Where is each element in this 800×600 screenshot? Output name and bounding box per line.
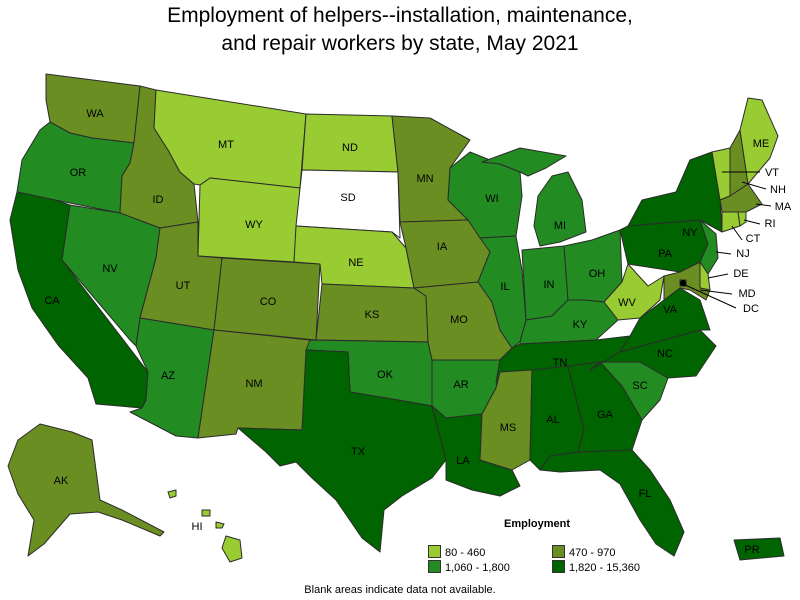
state-label-IA: IA bbox=[437, 241, 448, 253]
leader-line-MA bbox=[755, 203, 772, 207]
state-label-KY: KY bbox=[573, 319, 588, 331]
state-LA[interactable] bbox=[431, 405, 521, 497]
state-label-NV: NV bbox=[102, 263, 118, 275]
footnote: Blank areas indicate data not available. bbox=[304, 584, 496, 596]
state-NY[interactable] bbox=[627, 151, 723, 233]
state-label-CO: CO bbox=[260, 296, 277, 308]
leader-line-NH bbox=[741, 181, 767, 190]
state-FL[interactable] bbox=[539, 449, 685, 557]
state-label-VA: VA bbox=[663, 304, 678, 316]
state-MI[interactable] bbox=[481, 147, 587, 247]
map-title-line2: and repair workers by state, May 2021 bbox=[221, 32, 579, 55]
state-label-WV: WV bbox=[618, 297, 636, 309]
state-PR[interactable] bbox=[733, 537, 785, 561]
leader-line-DE bbox=[707, 273, 729, 279]
state-label-WI: WI bbox=[485, 193, 498, 205]
legend-swatch-4 bbox=[552, 560, 565, 573]
state-labels: WA OR CA ID NV MT WY UT AZ CO NM ND SD NE KS OK TX MN IA MO… bbox=[44, 108, 792, 556]
state-label-RI: RI bbox=[765, 218, 776, 230]
leader-line-CT bbox=[731, 225, 743, 241]
state-label-CT: CT bbox=[746, 233, 761, 245]
state-label-LA: LA bbox=[456, 455, 470, 467]
state-RI[interactable] bbox=[737, 211, 747, 227]
state-label-NJ: NJ bbox=[736, 248, 749, 260]
state-WV[interactable] bbox=[603, 263, 665, 321]
state-TX[interactable] bbox=[237, 349, 447, 553]
state-label-AL: AL bbox=[546, 414, 559, 426]
state-label-UT: UT bbox=[176, 280, 191, 292]
state-label-MD: MD bbox=[738, 288, 755, 300]
state-CT[interactable] bbox=[721, 211, 741, 233]
state-VA[interactable] bbox=[619, 287, 711, 353]
state-label-CA: CA bbox=[44, 295, 60, 307]
state-label-KS: KS bbox=[365, 309, 380, 321]
state-label-TN: TN bbox=[553, 357, 568, 369]
state-label-TX: TX bbox=[351, 446, 366, 458]
state-label-DC: DC bbox=[743, 303, 759, 315]
map-title-line1: Employment of helpers--installation, mai… bbox=[167, 4, 633, 27]
state-label-MN: MN bbox=[416, 173, 433, 185]
leader-line-NJ bbox=[715, 251, 732, 255]
legend-item-4: 1,820 - 15,360 bbox=[552, 560, 640, 574]
leader-line-MD bbox=[699, 289, 733, 295]
state-label-GA: GA bbox=[597, 409, 614, 421]
legend-item-1: 80 - 460 bbox=[428, 545, 485, 559]
state-label-AK: AK bbox=[54, 475, 69, 487]
state-label-IL: IL bbox=[500, 281, 509, 293]
state-AK[interactable] bbox=[7, 423, 165, 557]
state-label-SC: SC bbox=[632, 380, 647, 392]
state-label-AZ: AZ bbox=[161, 370, 175, 382]
map-title: Employment of helpers--installation, mai… bbox=[0, 2, 800, 58]
state-label-NM: NM bbox=[245, 378, 262, 390]
leader-lines bbox=[680, 171, 772, 309]
leader-line-DC bbox=[682, 283, 737, 309]
state-SD[interactable] bbox=[295, 169, 401, 239]
state-label-DE: DE bbox=[733, 268, 748, 280]
state-label-AR: AR bbox=[453, 379, 468, 391]
state-label-NH: NH bbox=[770, 184, 786, 196]
state-label-SD: SD bbox=[340, 192, 355, 204]
state-label-ND: ND bbox=[342, 142, 358, 154]
legend-swatch-1 bbox=[428, 545, 441, 558]
legend-label-3: 1,060 - 1,800 bbox=[445, 562, 510, 574]
legend-label-2: 470 - 970 bbox=[569, 547, 616, 559]
state-label-NE: NE bbox=[348, 257, 363, 269]
state-label-PR: PR bbox=[744, 544, 759, 556]
state-label-ID: ID bbox=[153, 194, 164, 206]
state-label-OR: OR bbox=[70, 167, 87, 179]
state-label-NC: NC bbox=[657, 348, 673, 360]
state-label-HI: HI bbox=[192, 521, 203, 533]
leader-line-RI bbox=[743, 219, 761, 225]
state-label-ME: ME bbox=[753, 138, 770, 150]
state-label-NY: NY bbox=[682, 227, 698, 239]
legend-swatch-2 bbox=[552, 545, 565, 558]
state-label-VT: VT bbox=[765, 167, 779, 179]
state-label-MI: MI bbox=[554, 220, 566, 232]
dc-marker bbox=[680, 280, 686, 286]
state-label-MS: MS bbox=[500, 422, 517, 434]
state-label-OK: OK bbox=[377, 369, 394, 381]
legend-item-2: 470 - 970 bbox=[552, 545, 615, 559]
state-label-FL: FL bbox=[639, 488, 652, 500]
state-label-PA: PA bbox=[658, 248, 673, 260]
legend-item-3: 1,060 - 1,800 bbox=[428, 560, 510, 574]
state-label-MT: MT bbox=[218, 139, 234, 151]
state-label-WA: WA bbox=[86, 108, 104, 120]
state-label-MO: MO bbox=[450, 314, 468, 326]
state-label-MA: MA bbox=[775, 201, 792, 213]
state-HI[interactable] bbox=[167, 489, 243, 563]
state-label-WY: WY bbox=[245, 219, 263, 231]
legend-label-4: 1,820 - 15,360 bbox=[569, 562, 640, 574]
state-label-OH: OH bbox=[589, 268, 606, 280]
state-WI[interactable] bbox=[447, 151, 523, 239]
legend-label-1: 80 - 460 bbox=[445, 547, 486, 559]
legend-title: Employment bbox=[504, 518, 571, 530]
state-label-IN: IN bbox=[544, 279, 555, 291]
legend-swatch-3 bbox=[428, 560, 441, 573]
